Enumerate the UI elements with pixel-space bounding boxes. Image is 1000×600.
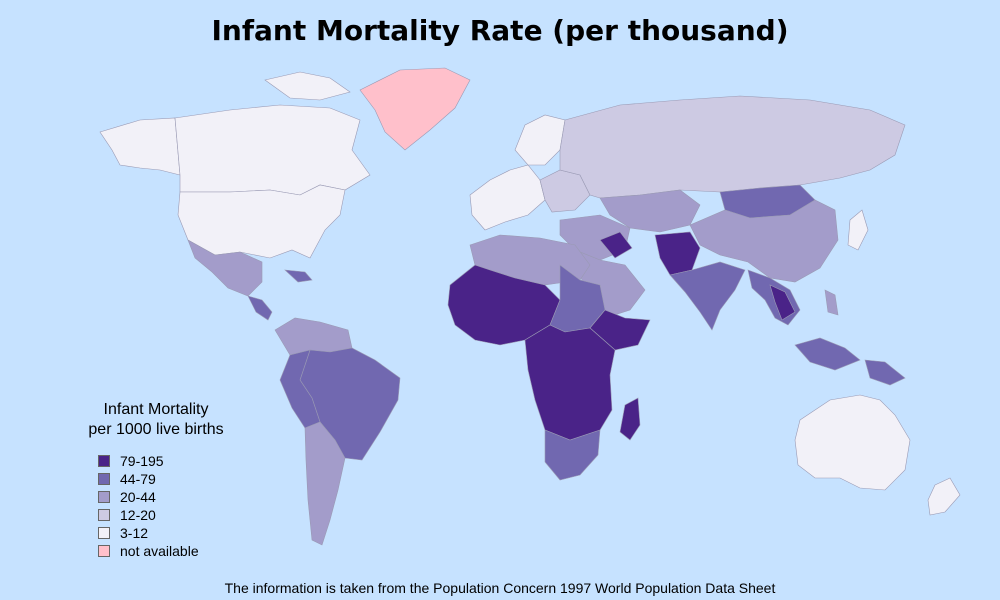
region-usa[interactable] [177,184,346,259]
region-canada[interactable] [174,104,371,196]
legend-item: 44-79 [98,470,238,488]
legend-label: 3-12 [120,525,149,541]
source-note: The information is taken from the Popula… [224,580,776,596]
region-papua[interactable] [864,359,906,386]
legend-title: Infant Mortality per 1000 live births [88,401,224,438]
region-western-europe[interactable] [469,164,546,231]
region-greenland[interactable] [359,67,471,151]
region-india[interactable] [669,261,746,331]
region-indonesia[interactable] [794,337,861,371]
legend-label: not available [120,543,199,559]
region-afghanistan-pakistan[interactable] [654,231,701,276]
legend-swatch [98,491,110,503]
region-philippines[interactable] [824,289,839,316]
legend-label: 20-44 [120,489,156,505]
legend-swatch [98,527,110,539]
legend-item: not available [98,542,238,560]
region-australia[interactable] [794,394,911,491]
region-central-africa[interactable] [524,324,616,441]
legend-swatch [98,473,110,485]
region-new-zealand[interactable] [927,477,961,516]
region-argentina[interactable] [304,421,346,546]
legend-label: 12-20 [120,507,156,523]
region-china[interactable] [689,199,839,283]
legend-label: 79-195 [120,453,164,469]
region-laos-cambodia[interactable] [769,284,796,321]
region-southern-africa[interactable] [544,429,601,481]
legend-item: 79-195 [98,452,238,470]
region-japan[interactable] [847,209,869,251]
map-title: Infant Mortality Rate (per thousand) [211,14,789,47]
region-mexico[interactable] [187,239,263,297]
legend-swatch [98,455,110,467]
legend-label: 44-79 [120,471,156,487]
legend-item: 20-44 [98,488,238,506]
region-scandinavia[interactable] [514,114,566,166]
legend-swatch [98,509,110,521]
region-iraq-iran[interactable] [599,231,633,259]
legend-item: 3-12 [98,524,238,542]
legend-items: 79-195 44-79 20-44 12-20 3-12 not availa… [98,452,238,560]
region-russia[interactable] [559,95,906,199]
region-arctic-islands[interactable] [264,71,351,101]
region-madagascar[interactable] [619,397,641,441]
legend-item: 12-20 [98,506,238,524]
legend: Infant Mortality per 1000 live births 79… [78,400,238,560]
region-alaska[interactable] [99,117,181,176]
legend-swatch [98,545,110,557]
region-colombia-venezuela[interactable] [274,317,353,356]
region-caribbean[interactable] [284,269,313,283]
region-central-america[interactable] [247,295,273,321]
